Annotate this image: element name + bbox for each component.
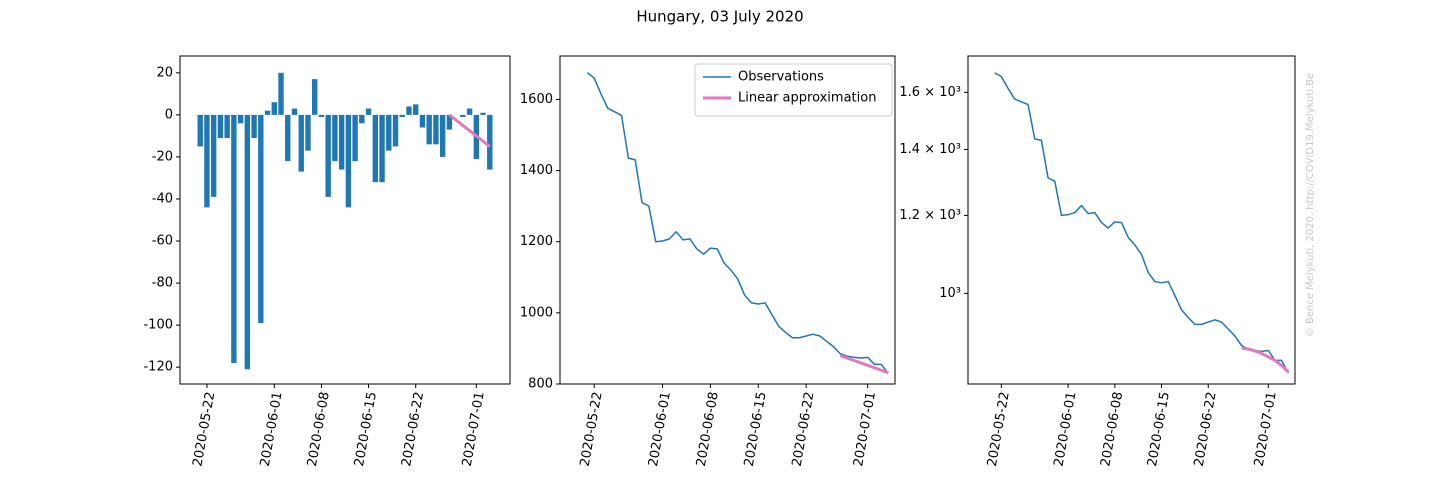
bar: [399, 114, 405, 117]
bar: [345, 114, 352, 208]
y-tick-label: -120: [143, 360, 173, 375]
bar: [224, 114, 230, 138]
bar: [210, 114, 217, 197]
bar: [406, 106, 412, 115]
bar: [325, 114, 331, 197]
y-tick-label: 1.6 × 10³: [899, 85, 961, 100]
bar: [433, 114, 439, 145]
bar: [258, 114, 264, 324]
figure-title: Hungary, 03 July 2020: [636, 8, 803, 26]
legend-box: [694, 63, 893, 117]
line: [586, 72, 889, 374]
y-tick-label: 20: [156, 65, 173, 80]
line: [1241, 346, 1290, 374]
y-tick-label: 1200: [520, 234, 553, 249]
bar: [318, 114, 325, 117]
bar: [379, 114, 385, 183]
bar: [439, 114, 446, 157]
y-tick-label: -80: [152, 276, 173, 291]
bar: [372, 114, 378, 183]
legend-label: Observations: [738, 70, 824, 85]
bar: [278, 72, 284, 115]
bar: [359, 114, 365, 124]
y-tick-label: -20: [152, 149, 173, 164]
bar: [244, 114, 251, 370]
bar: [285, 114, 291, 162]
y-tick-label: 1400: [520, 163, 553, 178]
y-tick-label: 1.4 × 10³: [899, 142, 961, 157]
bar: [419, 114, 426, 128]
bar: [298, 114, 304, 172]
y-tick-label: 800: [528, 377, 553, 392]
y-tick-label: 1600: [520, 92, 553, 107]
bar: [197, 114, 203, 147]
bar: [413, 104, 419, 115]
bar: [332, 114, 338, 162]
bar: [312, 79, 318, 115]
bar: [487, 114, 493, 170]
y-tick-label: 1000: [520, 305, 553, 320]
bar: [365, 108, 372, 115]
y-tick-label: 10³: [939, 286, 961, 301]
axes-frame: [179, 55, 511, 385]
bar: [386, 114, 392, 151]
bar: [426, 114, 432, 145]
bar: [291, 108, 298, 115]
bar: [460, 114, 466, 117]
y-tick-label: -100: [143, 318, 173, 333]
y-tick-label: -40: [152, 191, 173, 206]
bar: [338, 114, 345, 170]
bar: [204, 114, 210, 208]
bar: [231, 114, 237, 363]
bar: [271, 102, 277, 115]
bar: [251, 114, 257, 138]
bar: [264, 110, 271, 115]
bar: [392, 114, 399, 147]
y-tick-label: 1.2 × 10³: [899, 208, 961, 223]
bar: [237, 114, 244, 124]
axes-frame: [559, 55, 896, 385]
bar: [480, 112, 486, 115]
axes-frame: [967, 55, 1296, 385]
bar: [466, 108, 473, 115]
line: [994, 72, 1289, 374]
bar: [352, 114, 358, 162]
bar: [305, 114, 311, 151]
y-tick-label: -60: [152, 234, 173, 249]
bar: [446, 114, 453, 130]
y-tick-label: 0: [165, 107, 173, 122]
credit: © Bence Melykuti, 2020. http://COVID19.M…: [1305, 73, 1316, 337]
legend-label: Linear approximation: [738, 91, 876, 106]
line: [839, 354, 889, 375]
line: [448, 113, 491, 148]
bar: [217, 114, 224, 138]
